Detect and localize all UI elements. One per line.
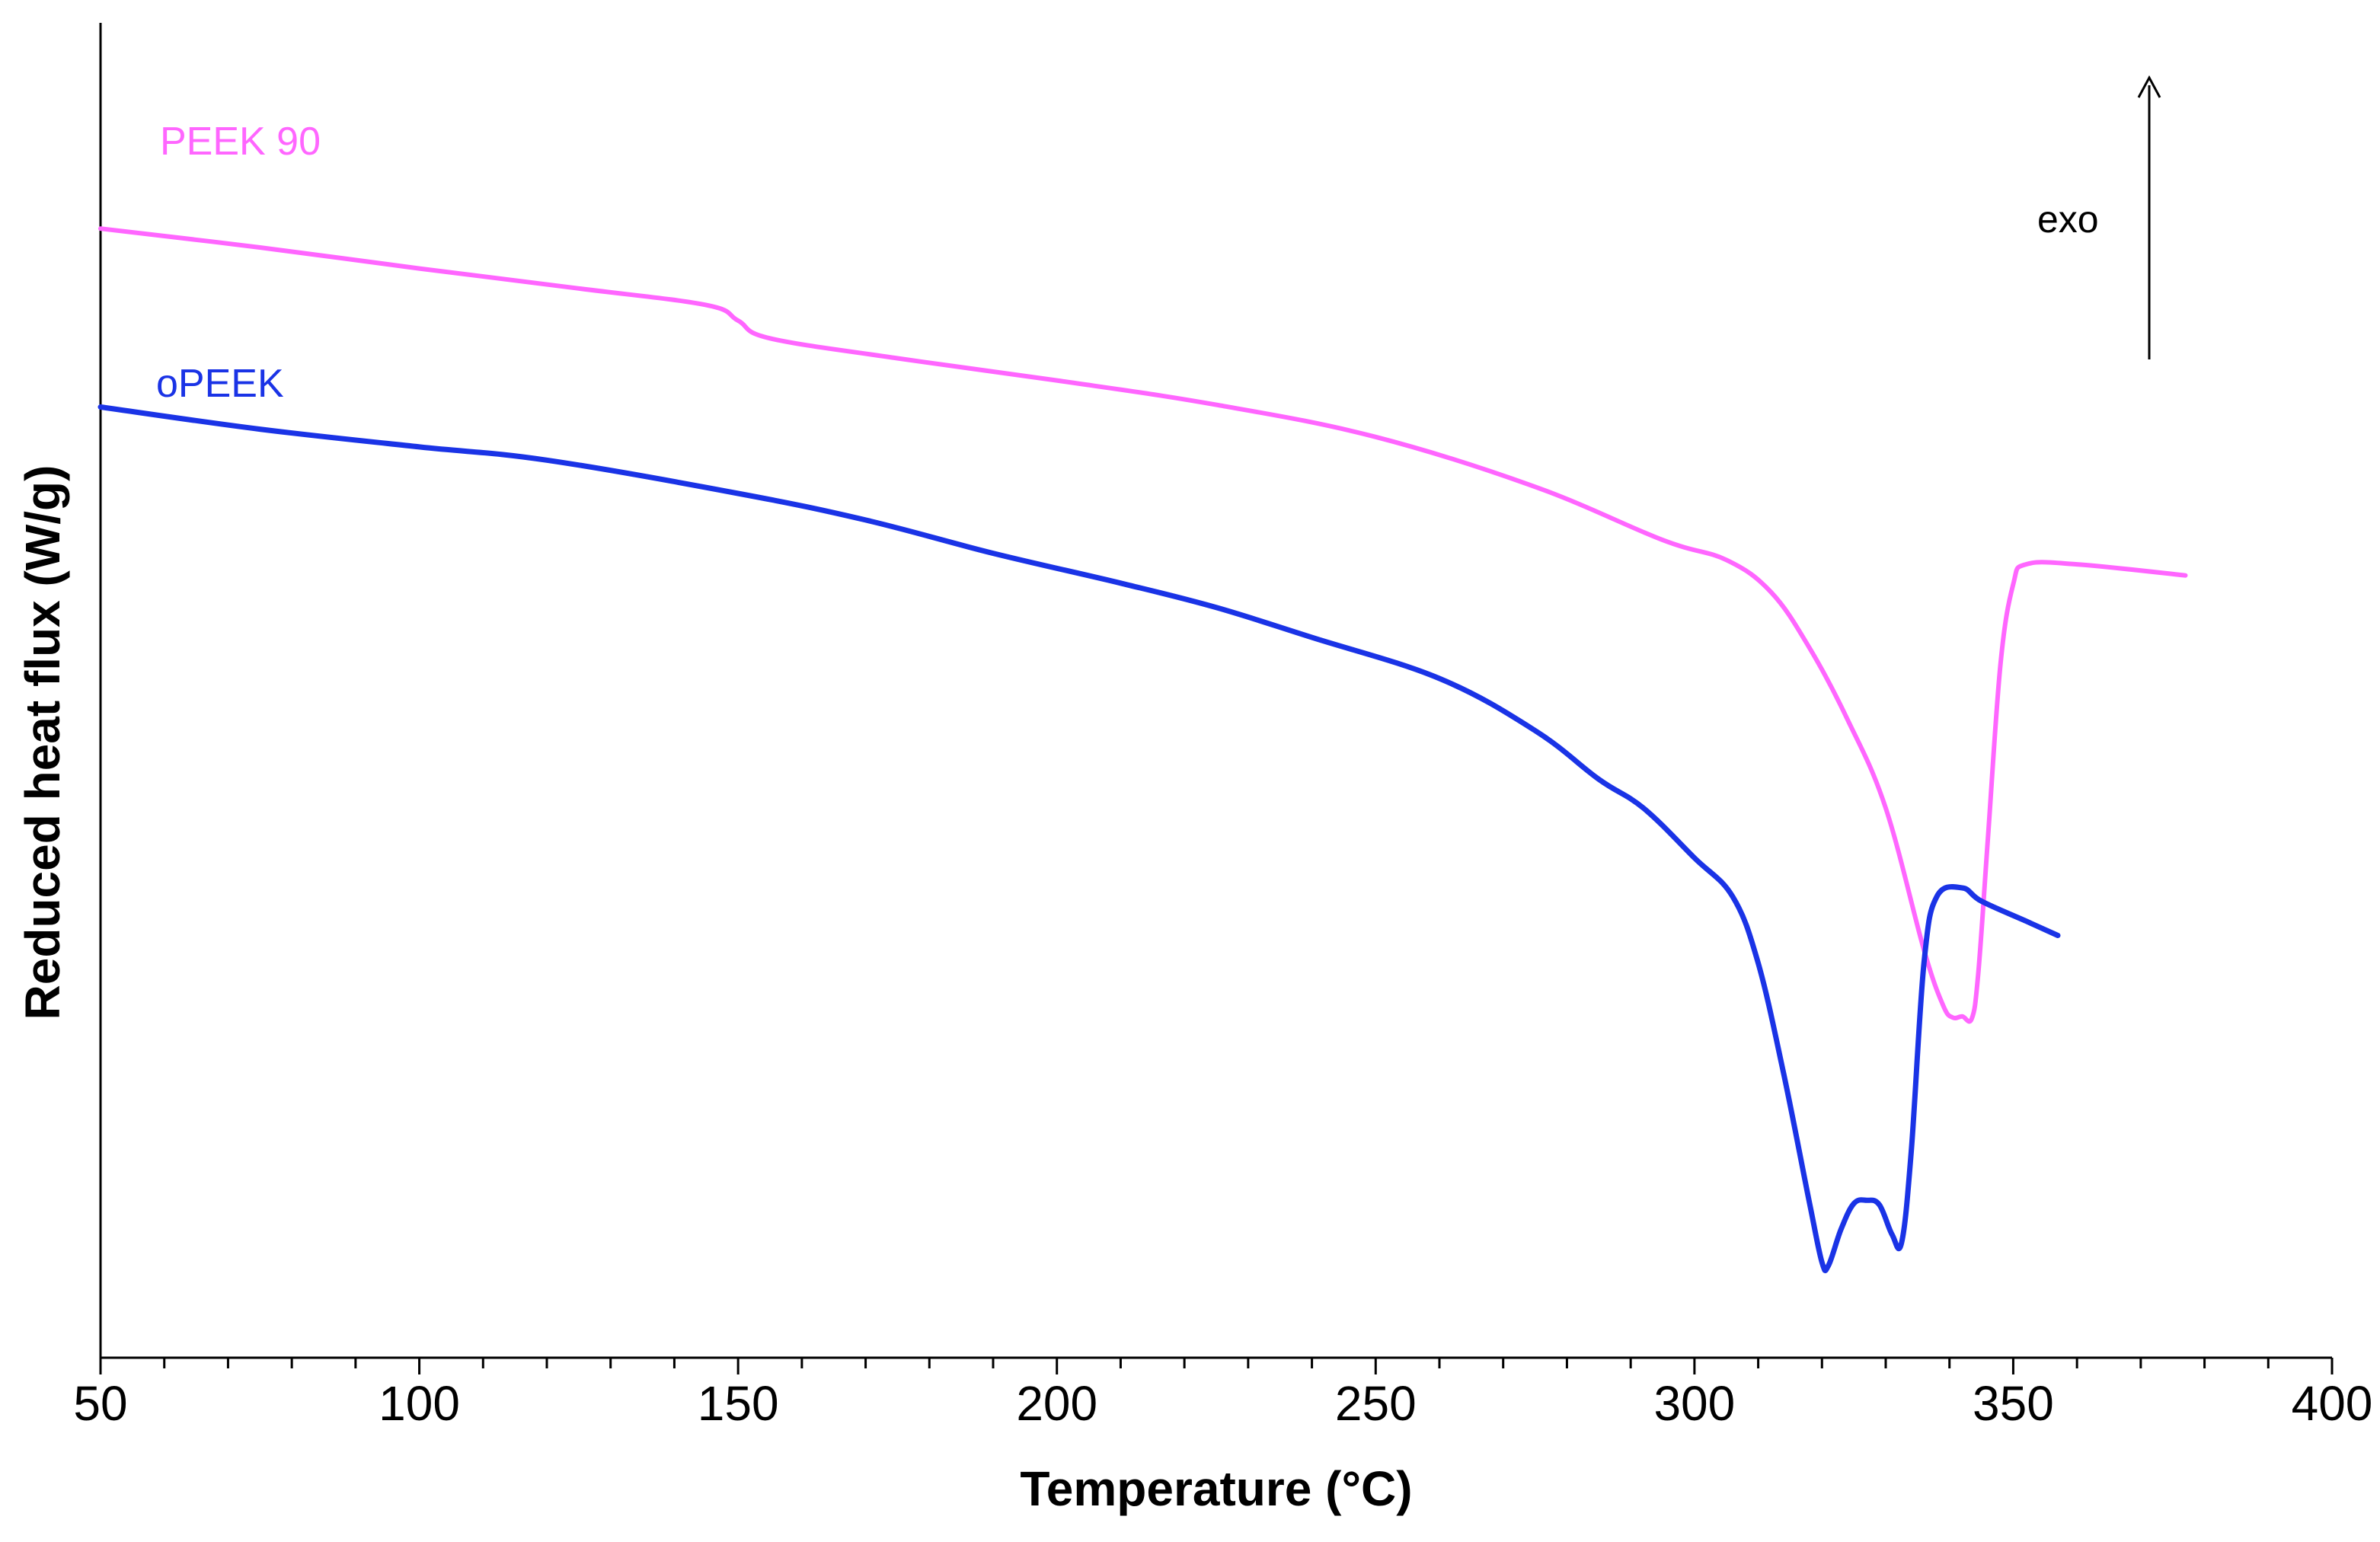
series-line-opeek [97,404,2061,1274]
series-layer [97,226,2188,1274]
series-label-opeek: oPEEK [156,362,284,406]
x-tick-label: 50 [73,1376,127,1431]
x-tick-label: 250 [1335,1376,1417,1431]
series-line-peek-90 [98,226,2188,1024]
x-tick-label: 150 [698,1376,779,1431]
x-axis-title: Temperature (°C) [1020,1461,1412,1516]
plot-area: 50 100 150 200 250 300 350 400 [73,23,2372,1431]
x-axis-ticks: 50 100 150 200 250 300 350 400 [73,1358,2372,1431]
x-tick-label: 350 [1973,1376,2054,1431]
exo-label: exo [2037,198,2099,241]
series-label-peek90: PEEK 90 [160,120,321,164]
x-tick-label: 400 [2292,1376,2373,1431]
exo-arrow-head-icon [2137,75,2161,98]
x-tick-label: 200 [1016,1376,1097,1431]
y-axis-title: Reduced heat flux (W/g) [15,465,70,1020]
exo-annotation: exo [2037,75,2161,359]
x-tick-label: 100 [379,1376,460,1431]
x-tick-label: 300 [1653,1376,1735,1431]
